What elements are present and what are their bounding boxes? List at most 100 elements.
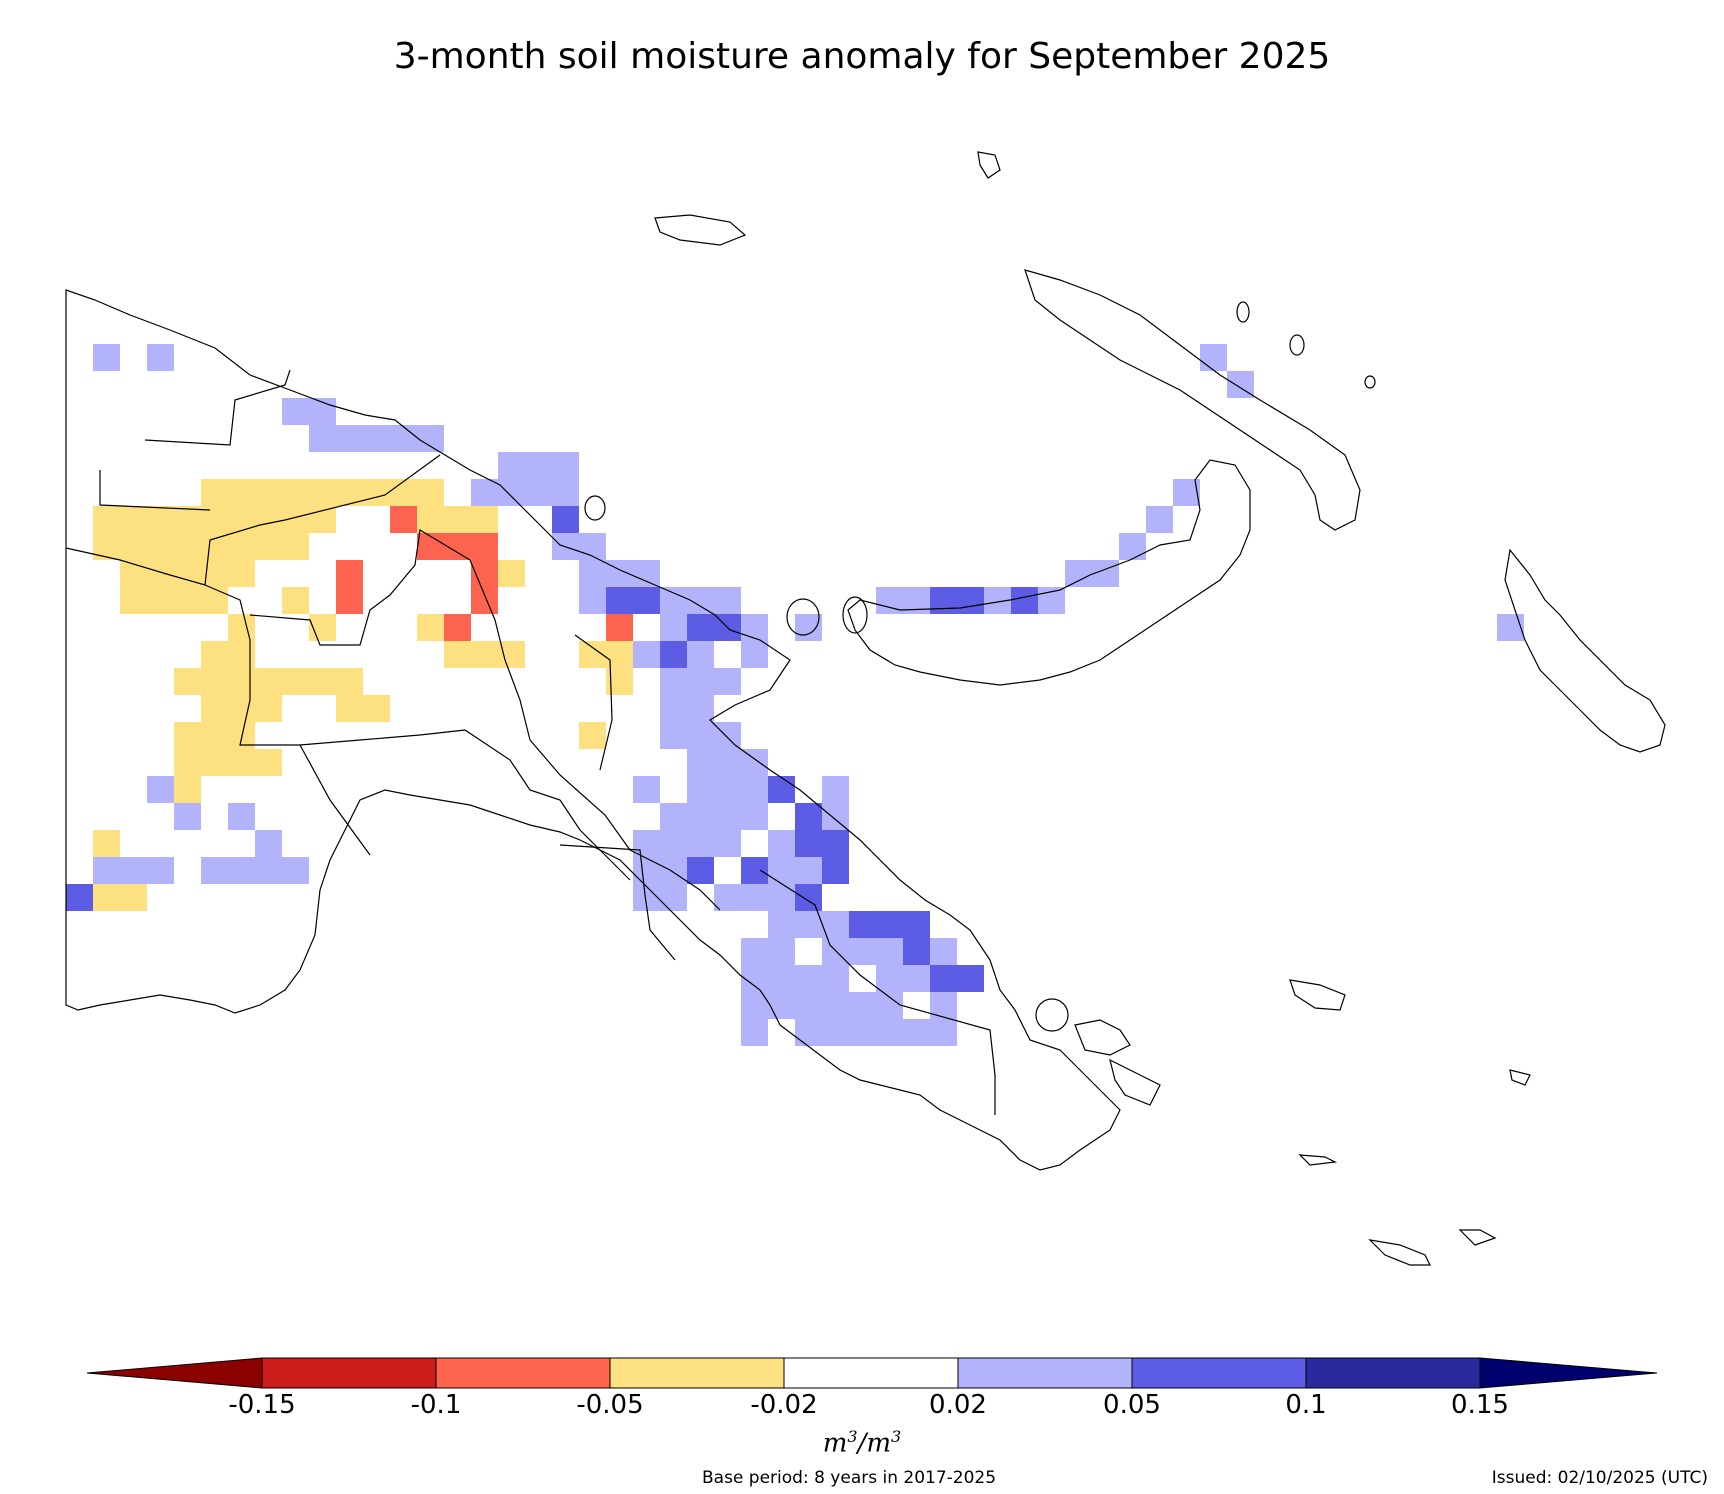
anomaly-cell (687, 641, 714, 668)
anomaly-cell (822, 803, 849, 830)
anomaly-cell (768, 938, 795, 965)
colorbar-tick-label: 0.02 (929, 1390, 987, 1420)
anomaly-cell (795, 614, 822, 641)
anomaly-cell (687, 776, 714, 803)
anomaly-cell (660, 641, 687, 668)
anomaly-cell (255, 506, 282, 533)
anomaly-cell (687, 668, 714, 695)
anomaly-cell (768, 776, 795, 803)
anomaly-cell (768, 830, 795, 857)
anomaly-cell (687, 749, 714, 776)
feni-island (1364, 375, 1376, 389)
anomaly-cell (93, 344, 120, 371)
anomaly-cell (147, 857, 174, 884)
anomaly-cell (525, 452, 552, 479)
anomaly-cell (660, 668, 687, 695)
anomaly-cell (1119, 533, 1146, 560)
anomaly-cell (930, 938, 957, 965)
anomaly-cell (822, 965, 849, 992)
anomaly-cell (660, 614, 687, 641)
anomaly-cell (255, 668, 282, 695)
anomaly-cell (849, 992, 876, 1019)
anomaly-cell (336, 425, 363, 452)
anomaly-cell (228, 533, 255, 560)
anomaly-cell (687, 614, 714, 641)
anomaly-cell (741, 884, 768, 911)
colorbar-tick-label: 0.15 (1451, 1390, 1509, 1420)
anomaly-cell (606, 614, 633, 641)
anomaly-cell (120, 857, 147, 884)
anomaly-cell (849, 911, 876, 938)
rossel-island (1368, 1239, 1431, 1266)
anomaly-cell (552, 452, 579, 479)
anomaly-cell (120, 533, 147, 560)
coastline-outlines (65, 151, 1666, 1266)
anomaly-cell (741, 938, 768, 965)
anomaly-cell (174, 722, 201, 749)
anomaly-cell (417, 533, 444, 560)
unit-numerator-exp: 3 (847, 1427, 858, 1446)
anomaly-cell (903, 938, 930, 965)
anomaly-cell (147, 344, 174, 371)
anomaly-cell (714, 749, 741, 776)
anomaly-cell (444, 506, 471, 533)
anomaly-cell (147, 587, 174, 614)
anomaly-cell (579, 560, 606, 587)
anomaly-cell (390, 425, 417, 452)
anomaly-cell (120, 587, 147, 614)
issued-date: Issued: 02/10/2025 (UTC) (1491, 1468, 1708, 1488)
manus-coastline (654, 214, 747, 246)
anomaly-cell (741, 857, 768, 884)
trobriand-islands (1289, 979, 1346, 1011)
anomaly-cell (336, 668, 363, 695)
chart-title: 3-month soil moisture anomaly for Septem… (393, 36, 1331, 77)
anomaly-cell (606, 587, 633, 614)
anomaly-cell (390, 506, 417, 533)
anomaly-cell (795, 803, 822, 830)
province-boundary (249, 529, 721, 911)
province-boundary (99, 470, 211, 511)
anomaly-cell (471, 587, 498, 614)
anomaly-cell (579, 722, 606, 749)
anomaly-cell (660, 587, 687, 614)
anomaly-cell (930, 587, 957, 614)
anomaly-cell (687, 857, 714, 884)
misima-island (1298, 1154, 1338, 1166)
anomaly-cell (417, 506, 444, 533)
anomaly-cell (714, 803, 741, 830)
colorbar-tick-label: 0.1 (1285, 1390, 1327, 1420)
province-boundary (299, 744, 371, 856)
long-island (786, 598, 820, 636)
anomaly-cell (903, 1019, 930, 1046)
anomaly-cell (147, 560, 174, 587)
anomaly-cell (228, 614, 255, 641)
anomaly-cell (336, 587, 363, 614)
bougainville-coastline (1504, 548, 1666, 753)
anomaly-cell (471, 533, 498, 560)
colorbar-tick-label: -0.15 (228, 1390, 296, 1420)
anomaly-cell (201, 506, 228, 533)
colorbar-segment (957, 1357, 1133, 1389)
new-britain-coastline (847, 459, 1251, 686)
anomaly-cell (147, 776, 174, 803)
colorbar-segment (1131, 1357, 1307, 1389)
anomaly-cell (444, 641, 471, 668)
anomaly-cell (228, 803, 255, 830)
anomaly-cell (255, 479, 282, 506)
anomaly-cell (363, 425, 390, 452)
anomaly-cell (741, 614, 768, 641)
anomaly-cell (201, 479, 228, 506)
anomaly-cell (282, 533, 309, 560)
anomaly-cell (633, 830, 660, 857)
anomaly-cell (930, 1019, 957, 1046)
anomaly-cell (498, 479, 525, 506)
anomaly-cell (1011, 587, 1038, 614)
anomaly-cell (471, 479, 498, 506)
anomaly-cell (687, 803, 714, 830)
anomaly-cell (633, 587, 660, 614)
anomaly-cell (498, 641, 525, 668)
anomaly-cell (1497, 614, 1524, 641)
anomaly-cell (822, 992, 849, 1019)
